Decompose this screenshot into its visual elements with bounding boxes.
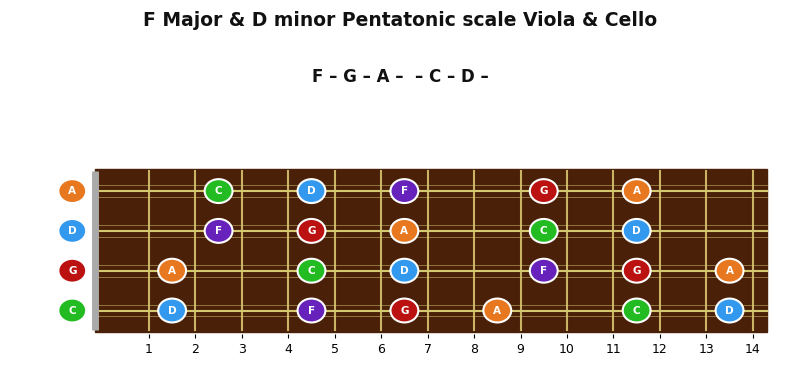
Circle shape (622, 219, 650, 243)
Circle shape (205, 219, 233, 243)
Text: C: C (308, 266, 315, 276)
Text: G: G (539, 186, 548, 196)
Circle shape (298, 219, 326, 243)
Circle shape (298, 299, 326, 323)
Circle shape (58, 259, 86, 283)
Circle shape (530, 179, 558, 203)
Text: A: A (400, 226, 408, 236)
Circle shape (622, 259, 650, 283)
Text: G: G (632, 266, 641, 276)
Text: F: F (215, 226, 222, 236)
Text: D: D (168, 306, 177, 315)
Text: A: A (494, 306, 502, 315)
Circle shape (716, 299, 743, 323)
Text: D: D (400, 266, 409, 276)
Circle shape (58, 219, 86, 243)
Circle shape (622, 179, 650, 203)
Text: D: D (632, 226, 641, 236)
Circle shape (158, 299, 186, 323)
Circle shape (530, 219, 558, 243)
Text: C: C (540, 226, 547, 236)
Circle shape (298, 179, 326, 203)
Circle shape (390, 219, 418, 243)
Circle shape (390, 259, 418, 283)
Text: C: C (633, 306, 641, 315)
Circle shape (58, 299, 86, 323)
Circle shape (530, 259, 558, 283)
Circle shape (483, 299, 511, 323)
Text: G: G (307, 226, 316, 236)
Circle shape (298, 259, 326, 283)
Text: D: D (726, 306, 734, 315)
Text: F: F (401, 186, 408, 196)
Text: A: A (726, 266, 734, 276)
Text: G: G (400, 306, 409, 315)
Circle shape (58, 179, 86, 203)
Text: A: A (168, 266, 176, 276)
Circle shape (390, 179, 418, 203)
Text: G: G (68, 266, 77, 276)
Circle shape (622, 299, 650, 323)
Text: F – G – A –  – C – D –: F – G – A – – C – D – (312, 68, 488, 86)
Circle shape (716, 259, 743, 283)
Circle shape (390, 299, 418, 323)
Circle shape (205, 179, 233, 203)
Circle shape (158, 259, 186, 283)
Text: D: D (68, 226, 77, 236)
Text: A: A (633, 186, 641, 196)
Text: F: F (540, 266, 547, 276)
Text: C: C (69, 306, 76, 315)
Text: C: C (214, 186, 222, 196)
Text: F Major & D minor Pentatonic scale Viola & Cello: F Major & D minor Pentatonic scale Viola… (143, 11, 657, 30)
Text: A: A (68, 186, 76, 196)
Text: F: F (308, 306, 315, 315)
Text: D: D (307, 186, 316, 196)
